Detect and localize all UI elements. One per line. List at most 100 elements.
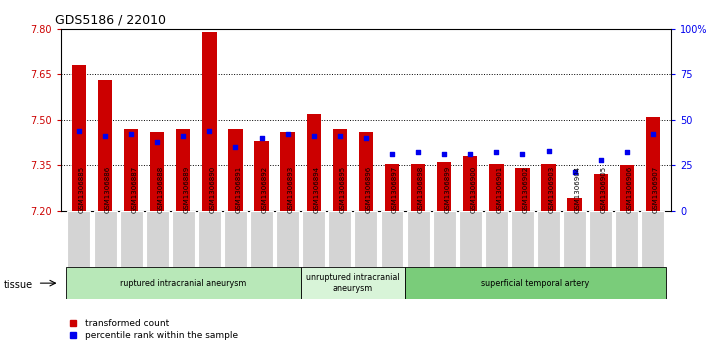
Bar — [358, 132, 373, 211]
Text: GSM1306892: GSM1306892 — [261, 166, 268, 213]
Bar — [516, 168, 530, 211]
Bar — [459, 211, 482, 267]
Text: GSM1306894: GSM1306894 — [313, 166, 320, 213]
Point — [465, 151, 476, 157]
Text: GSM1306907: GSM1306907 — [653, 166, 659, 213]
Bar — [94, 211, 116, 267]
Bar — [198, 211, 221, 267]
Point — [308, 133, 319, 139]
Bar — [645, 117, 660, 211]
Text: GSM1306885: GSM1306885 — [79, 166, 85, 213]
Text: GSM1306896: GSM1306896 — [366, 166, 372, 213]
Bar — [620, 165, 634, 211]
Bar — [150, 132, 164, 211]
Bar — [172, 211, 195, 267]
Point — [334, 133, 346, 139]
Bar — [589, 211, 612, 267]
Point — [569, 170, 580, 175]
Bar — [641, 211, 664, 267]
Point — [360, 135, 371, 141]
Text: GSM1306906: GSM1306906 — [627, 166, 633, 213]
Text: GSM1306897: GSM1306897 — [392, 166, 398, 213]
Bar — [593, 174, 608, 211]
Bar — [276, 211, 299, 267]
Bar — [407, 211, 430, 267]
Bar — [385, 164, 399, 211]
Bar — [333, 129, 347, 211]
Bar — [485, 211, 508, 267]
Bar — [411, 164, 426, 211]
Bar — [202, 32, 216, 211]
Bar — [228, 129, 243, 211]
Bar — [98, 81, 112, 211]
Text: GSM1306886: GSM1306886 — [105, 166, 111, 213]
Bar — [176, 129, 191, 211]
Bar — [301, 267, 405, 299]
Text: GSM1306899: GSM1306899 — [444, 166, 451, 213]
Text: GSM1306898: GSM1306898 — [418, 166, 424, 213]
Bar — [541, 164, 555, 211]
Point — [126, 131, 137, 137]
Bar — [489, 164, 503, 211]
Text: GSM1306901: GSM1306901 — [496, 166, 503, 213]
Bar — [281, 132, 295, 211]
Point — [517, 151, 528, 157]
Text: GSM1306893: GSM1306893 — [288, 166, 293, 213]
Point — [491, 150, 502, 155]
Bar — [254, 141, 268, 211]
Text: GSM1306888: GSM1306888 — [157, 166, 164, 213]
Bar — [146, 211, 169, 267]
Text: GSM1306903: GSM1306903 — [548, 166, 555, 213]
Bar — [124, 129, 139, 211]
Text: tissue: tissue — [4, 280, 33, 290]
Text: GDS5186 / 22010: GDS5186 / 22010 — [54, 13, 166, 26]
Text: GSM1306891: GSM1306891 — [236, 166, 241, 213]
Point — [386, 151, 398, 157]
Bar — [537, 211, 560, 267]
Point — [178, 133, 189, 139]
Text: GSM1306889: GSM1306889 — [183, 166, 189, 213]
Point — [647, 131, 658, 137]
Bar — [563, 211, 586, 267]
Text: GSM1306905: GSM1306905 — [600, 166, 607, 213]
Legend: transformed count, percentile rank within the sample: transformed count, percentile rank withi… — [61, 316, 242, 344]
Point — [99, 133, 111, 139]
Point — [621, 150, 633, 155]
Bar — [354, 211, 378, 267]
Bar — [224, 211, 247, 267]
Bar — [511, 211, 534, 267]
Bar — [302, 211, 325, 267]
Point — [151, 139, 163, 144]
Bar — [437, 162, 451, 211]
Text: GSM1306895: GSM1306895 — [340, 166, 346, 213]
Text: ruptured intracranial aneurysm: ruptured intracranial aneurysm — [120, 279, 246, 287]
Bar — [405, 267, 666, 299]
Text: GSM1306902: GSM1306902 — [523, 166, 528, 213]
Bar — [381, 211, 403, 267]
Bar — [433, 211, 456, 267]
Point — [543, 148, 554, 154]
Bar — [250, 211, 273, 267]
Point — [413, 150, 424, 155]
Point — [595, 157, 606, 163]
Bar — [328, 211, 351, 267]
Point — [203, 128, 215, 134]
Point — [282, 131, 293, 137]
Point — [74, 128, 85, 134]
Bar — [615, 211, 638, 267]
Bar — [120, 211, 143, 267]
Text: GSM1306887: GSM1306887 — [131, 166, 137, 213]
Bar — [568, 199, 582, 211]
Bar — [68, 211, 91, 267]
Text: GSM1306904: GSM1306904 — [575, 166, 580, 213]
Point — [438, 151, 450, 157]
Bar — [72, 65, 86, 211]
Text: unruptured intracranial
aneurysm: unruptured intracranial aneurysm — [306, 273, 400, 293]
Bar — [306, 114, 321, 211]
Text: GSM1306890: GSM1306890 — [209, 166, 216, 213]
Text: GSM1306900: GSM1306900 — [471, 166, 476, 213]
Text: superficial temporal artery: superficial temporal artery — [481, 279, 590, 287]
Point — [256, 135, 267, 141]
Point — [230, 144, 241, 150]
Bar — [463, 156, 478, 211]
